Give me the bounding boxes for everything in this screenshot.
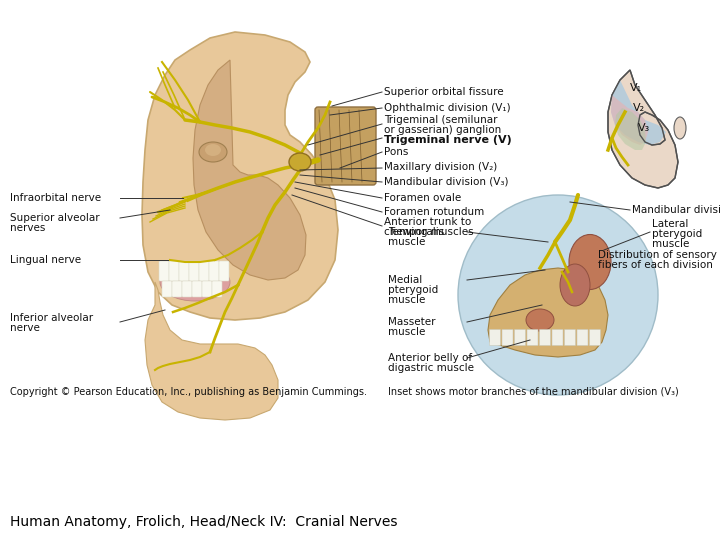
Text: Copyright © Pearson Education, Inc., publishing as Benjamin Cummings.: Copyright © Pearson Education, Inc., pub… bbox=[10, 387, 367, 397]
FancyBboxPatch shape bbox=[212, 281, 222, 297]
Text: Lateral: Lateral bbox=[652, 219, 688, 229]
FancyBboxPatch shape bbox=[315, 107, 376, 185]
Text: Trigeminal nerve (V): Trigeminal nerve (V) bbox=[384, 135, 512, 145]
Text: or gasserian) ganglion: or gasserian) ganglion bbox=[384, 125, 501, 135]
Text: nerves: nerves bbox=[10, 223, 45, 233]
Polygon shape bbox=[488, 268, 608, 357]
Polygon shape bbox=[142, 32, 338, 320]
FancyBboxPatch shape bbox=[219, 261, 229, 281]
Ellipse shape bbox=[199, 142, 227, 162]
Text: Foramen rotundum: Foramen rotundum bbox=[384, 207, 485, 217]
Text: Foramen ovale: Foramen ovale bbox=[384, 193, 462, 203]
Text: nerve: nerve bbox=[10, 323, 40, 333]
FancyBboxPatch shape bbox=[182, 281, 192, 297]
Ellipse shape bbox=[560, 264, 590, 306]
Text: fibers of each division: fibers of each division bbox=[598, 260, 713, 270]
Ellipse shape bbox=[205, 144, 221, 156]
Text: Anterior trunk to: Anterior trunk to bbox=[384, 217, 472, 227]
FancyBboxPatch shape bbox=[159, 261, 169, 281]
Ellipse shape bbox=[160, 263, 230, 301]
FancyBboxPatch shape bbox=[590, 329, 600, 346]
Text: digastric muscle: digastric muscle bbox=[388, 363, 474, 373]
Text: pterygoid: pterygoid bbox=[388, 285, 438, 295]
Text: Inset shows motor branches of the mandibular division (V₃): Inset shows motor branches of the mandib… bbox=[388, 387, 679, 397]
Polygon shape bbox=[608, 70, 678, 188]
Ellipse shape bbox=[526, 309, 554, 331]
Text: Mandibular division (V₃): Mandibular division (V₃) bbox=[384, 177, 508, 187]
FancyBboxPatch shape bbox=[564, 329, 575, 346]
Text: Anterior belly of: Anterior belly of bbox=[388, 353, 472, 363]
Ellipse shape bbox=[569, 234, 611, 289]
FancyBboxPatch shape bbox=[539, 329, 551, 346]
Text: muscle: muscle bbox=[388, 237, 426, 247]
FancyBboxPatch shape bbox=[515, 329, 526, 346]
FancyBboxPatch shape bbox=[490, 329, 500, 346]
FancyBboxPatch shape bbox=[502, 329, 513, 346]
Text: Masseter: Masseter bbox=[388, 317, 436, 327]
Polygon shape bbox=[615, 108, 646, 150]
FancyBboxPatch shape bbox=[169, 261, 179, 281]
Ellipse shape bbox=[674, 117, 686, 139]
FancyBboxPatch shape bbox=[172, 281, 182, 297]
Text: Superior orbital fissure: Superior orbital fissure bbox=[384, 87, 503, 97]
Text: V₁: V₁ bbox=[630, 83, 642, 93]
Text: Trigeminal (semilunar: Trigeminal (semilunar bbox=[384, 115, 498, 125]
Polygon shape bbox=[611, 80, 666, 145]
Text: muscle: muscle bbox=[388, 295, 426, 305]
FancyBboxPatch shape bbox=[209, 261, 219, 281]
Polygon shape bbox=[611, 95, 648, 145]
Text: Infraorbital nerve: Infraorbital nerve bbox=[10, 193, 101, 203]
Text: V₃: V₃ bbox=[638, 123, 650, 133]
Circle shape bbox=[458, 195, 658, 395]
FancyBboxPatch shape bbox=[179, 261, 189, 281]
Text: Pons: Pons bbox=[384, 147, 408, 157]
Text: Mandibular division (V₃): Mandibular division (V₃) bbox=[632, 205, 720, 215]
Text: pterygoid: pterygoid bbox=[652, 229, 702, 239]
FancyBboxPatch shape bbox=[199, 261, 209, 281]
FancyBboxPatch shape bbox=[527, 329, 538, 346]
FancyBboxPatch shape bbox=[202, 281, 212, 297]
Text: muscle: muscle bbox=[388, 327, 426, 337]
Ellipse shape bbox=[289, 153, 311, 171]
Text: Inferior alveolar: Inferior alveolar bbox=[10, 313, 93, 323]
Text: Maxillary division (V₂): Maxillary division (V₂) bbox=[384, 162, 498, 172]
FancyBboxPatch shape bbox=[552, 329, 563, 346]
Polygon shape bbox=[145, 282, 278, 420]
FancyBboxPatch shape bbox=[192, 281, 202, 297]
FancyBboxPatch shape bbox=[577, 329, 588, 346]
FancyBboxPatch shape bbox=[162, 281, 172, 297]
Text: Superior alveolar: Superior alveolar bbox=[10, 213, 99, 223]
Text: Distribution of sensory: Distribution of sensory bbox=[598, 250, 717, 260]
Text: muscle: muscle bbox=[652, 239, 689, 249]
Text: V₂: V₂ bbox=[633, 103, 645, 113]
Text: Ophthalmic division (V₁): Ophthalmic division (V₁) bbox=[384, 103, 510, 113]
Text: Human Anatomy, Frolich, Head/Neck IV:  Cranial Nerves: Human Anatomy, Frolich, Head/Neck IV: Cr… bbox=[10, 515, 397, 529]
Text: Lingual nerve: Lingual nerve bbox=[10, 255, 81, 265]
FancyBboxPatch shape bbox=[189, 261, 199, 281]
Text: Medial: Medial bbox=[388, 275, 422, 285]
Text: Temporalis: Temporalis bbox=[388, 227, 444, 237]
Polygon shape bbox=[193, 60, 306, 280]
Text: chewing muscles: chewing muscles bbox=[384, 227, 474, 237]
